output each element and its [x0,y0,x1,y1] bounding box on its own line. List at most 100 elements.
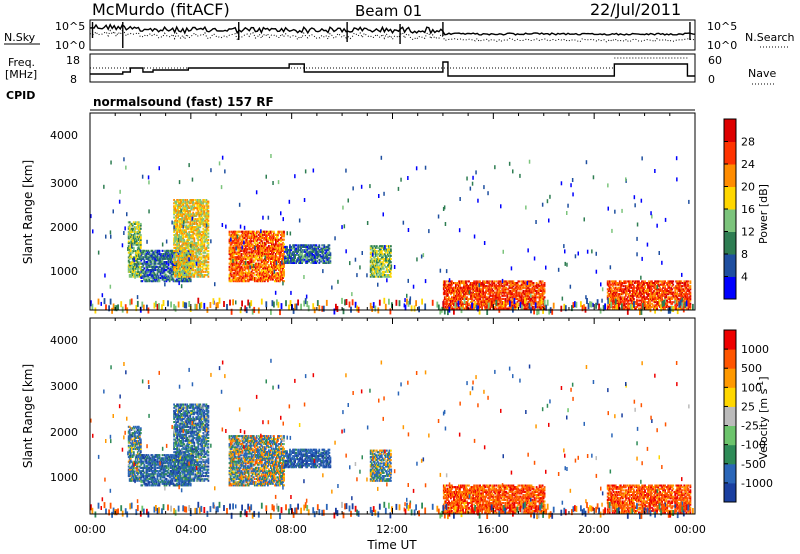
power-cell [529,288,532,291]
power-cell [151,267,154,270]
power-cell [492,282,495,285]
power-cell [543,289,546,292]
power-cell [273,235,275,238]
power-cell [250,240,253,243]
power-cell [317,253,320,256]
power-cell [267,238,269,241]
power-cell [174,259,176,262]
power-cell [180,205,182,208]
power-cell [242,261,245,264]
frequency-trace [90,61,695,77]
power-cell [463,296,465,299]
power-cell [465,301,467,304]
power-cell [192,208,195,211]
power-cell [270,241,272,244]
power-cell [175,270,177,273]
power-cell [442,291,445,294]
power-cell [284,255,286,258]
power-cell [512,282,515,285]
power-cell [275,273,277,276]
power-cell [150,272,153,275]
power-cell [164,276,167,279]
power-cell [192,227,195,230]
power-cell [521,282,524,285]
power-cell [303,249,306,252]
power-cell [374,275,377,278]
power-cell [175,214,177,217]
power-cell [141,280,144,283]
power-cell [150,273,153,276]
power-cell [179,259,181,262]
power-cell [186,199,189,202]
power-cell [522,296,525,299]
power-cell [246,273,249,276]
power-cell [283,253,285,256]
power-cell [201,221,204,224]
power-cell [177,258,179,261]
power-cell [273,262,275,265]
power-cell [192,235,195,238]
power-cell [195,254,198,257]
power-cell [143,253,146,256]
power-cell [373,270,376,273]
power-cell [185,235,188,238]
power-cell [197,261,200,264]
power-cell [498,288,501,291]
power-cell [199,256,202,259]
power-cell [181,213,184,216]
power-cell [502,286,505,289]
power-cell [236,240,239,243]
power-cell [203,206,206,209]
power-cell [128,261,131,264]
power-cell [133,232,136,235]
power-cell [282,280,284,283]
power-cell [464,285,466,288]
power-cell [263,238,266,241]
power-cell [165,275,168,278]
power-cell [325,257,328,260]
power-cell [473,283,475,286]
power-cell [378,245,381,248]
power-cell [529,297,532,300]
power-cell [471,294,473,297]
power-cell [266,235,268,238]
power-cell [305,250,308,253]
power-cell [243,267,246,270]
power-cell [525,304,528,307]
power-cell [318,249,321,252]
power-cell [140,280,143,283]
power-cell [169,278,172,281]
power-cell [169,276,172,279]
power-cell [480,293,482,296]
power-cell [376,267,379,270]
power-cell [378,269,381,272]
power-cell [135,222,138,225]
power-cell [477,294,479,297]
power-cell [184,262,187,265]
power-cell [247,269,250,272]
power-cell [278,249,280,252]
power-cell [492,301,495,304]
power-cell [528,280,531,283]
power-cell [173,266,175,269]
power-cell [171,265,174,268]
power-cell [182,250,185,253]
power-cell [543,305,546,308]
power-cell [460,288,462,291]
power-cell [258,232,261,235]
power-cell [163,257,166,260]
power-cell [462,288,464,291]
power-cell [186,221,189,224]
power-cell [129,240,132,243]
power-cell [488,285,491,288]
power-cell [295,247,297,250]
power-cell [262,276,265,279]
power-cell [178,219,180,222]
power-cell [190,256,193,259]
power-cell [450,291,452,294]
power-cell [183,276,186,279]
power-cell [129,246,132,249]
power-cell [187,261,190,264]
power-cell [385,275,388,278]
power-cell [259,238,262,241]
